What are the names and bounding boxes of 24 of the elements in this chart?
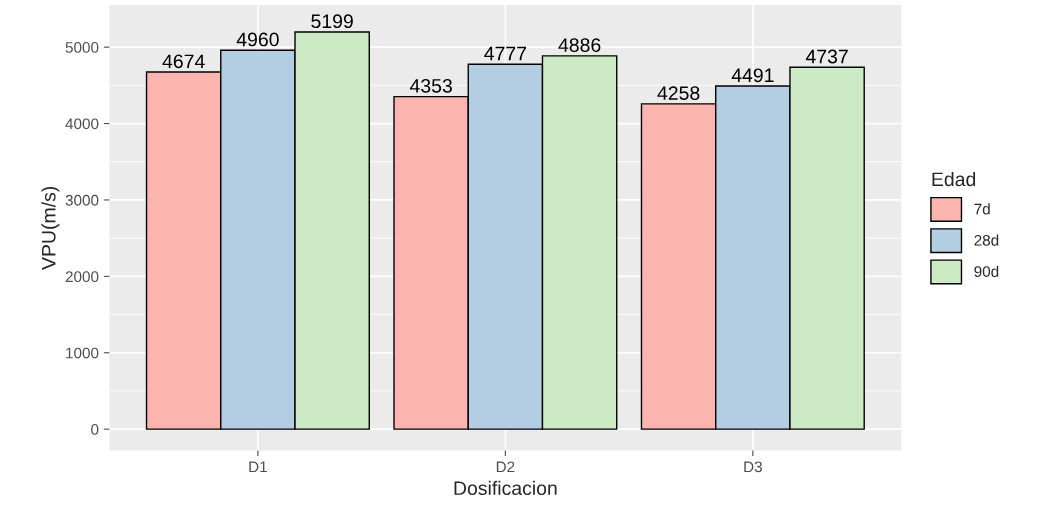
x-tick-label: D1: [249, 461, 267, 473]
legend-label: 28d: [974, 234, 999, 246]
data-label: 5199: [311, 14, 353, 29]
y-tick-label: 5000: [65, 42, 99, 53]
data-label: 4886: [558, 38, 601, 53]
data-label: 4960: [236, 32, 279, 47]
y-tick-label: 1000: [66, 347, 99, 359]
legend-label: 7d: [974, 203, 990, 215]
y-tick-label: 2000: [65, 271, 99, 283]
legend-title: Edad: [932, 171, 976, 187]
data-label: 4777: [484, 46, 527, 61]
x-tick-label: D2: [496, 461, 515, 473]
y-tick-label: 0: [91, 424, 99, 435]
y-axis-title: VPU(m/s): [41, 186, 60, 270]
data-label: 4674: [162, 54, 205, 69]
x-tick-label: D3: [744, 461, 762, 473]
data-label: 4737: [805, 49, 848, 64]
x-axis-title: Dosificacion: [454, 480, 557, 496]
data-label: 4491: [731, 68, 774, 83]
data-label: 4258: [657, 86, 700, 100]
y-tick-label: 4000: [65, 118, 99, 130]
data-label: 4353: [409, 78, 452, 93]
legend-label: 90d: [974, 265, 999, 277]
y-tick-label: 3000: [65, 194, 99, 206]
